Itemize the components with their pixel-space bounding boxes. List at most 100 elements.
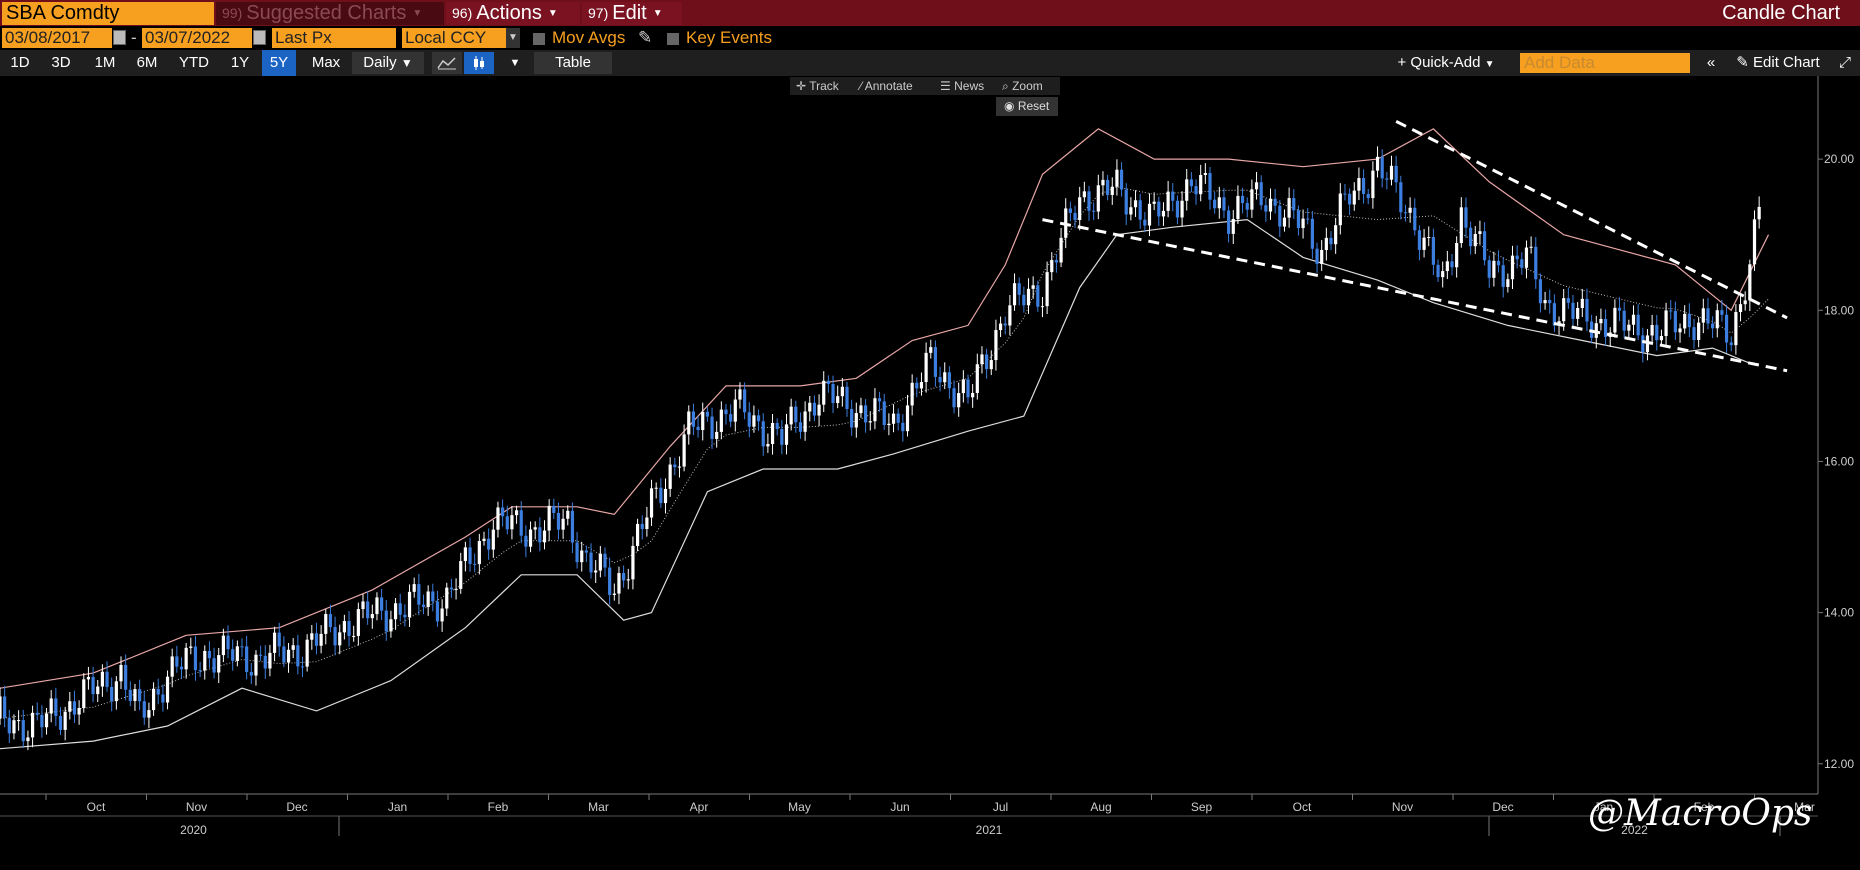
candle-body: [766, 444, 770, 447]
actions-button[interactable]: 96) Actions ▼: [446, 2, 580, 25]
reset-button[interactable]: ◉ Reset: [996, 97, 1058, 116]
candle-body: [435, 601, 440, 622]
candle-body: [1106, 179, 1110, 195]
month-label: Dec: [1492, 800, 1513, 814]
candle-body: [784, 424, 789, 445]
candle-body: [1348, 193, 1352, 205]
period-6m[interactable]: 6M: [136, 54, 158, 71]
candle-body: [882, 401, 886, 426]
candle-body: [63, 711, 67, 730]
calendar-icon[interactable]: [253, 30, 266, 45]
annotate-label: Annotate: [864, 79, 913, 93]
currency-select[interactable]: Local CCY: [402, 28, 506, 48]
candle-body: [910, 382, 914, 406]
edit-button[interactable]: 97) Edit ▼: [582, 2, 682, 25]
candle-body: [1296, 210, 1301, 229]
candle-body: [1752, 219, 1757, 265]
candle-body: [482, 538, 486, 541]
plus-icon: +: [1397, 54, 1407, 71]
candle-body: [845, 386, 849, 410]
zoom-tool[interactable]: ⌕ Zoom: [1002, 77, 1043, 95]
candle-body: [491, 529, 495, 550]
candle-body: [603, 553, 607, 568]
candle-body: [1082, 191, 1086, 198]
candle-body: [203, 650, 207, 671]
period-max[interactable]: Max: [311, 54, 341, 71]
candle-body: [989, 360, 993, 370]
annotate-tool[interactable]: ⁄ Annotate: [860, 77, 913, 95]
ticker-field[interactable]: SBA Comdty: [2, 2, 214, 25]
candle-chart-icon[interactable]: [464, 52, 494, 74]
candle-body: [1687, 313, 1691, 328]
period-3d[interactable]: 3D: [51, 54, 71, 71]
edit-chart-button[interactable]: ✎ Edit Chart: [1726, 52, 1830, 74]
candle-chart-plot[interactable]: 20.00 18.00 16.00 14.00 12.00 Oct Nov Dec Jan Feb…: [0, 76, 1860, 870]
candle-body: [1715, 310, 1719, 329]
candle-body: [338, 632, 342, 646]
chevron-down-icon[interactable]: ▼: [506, 28, 520, 48]
collapse-icon[interactable]: «: [1706, 54, 1716, 71]
candle-body: [1334, 225, 1338, 245]
period-5y[interactable]: 5Y: [262, 50, 296, 76]
start-date-input[interactable]: 03/08/2017: [2, 28, 112, 48]
candle-body: [1673, 310, 1677, 333]
candle-body: [1678, 328, 1682, 333]
month-label: Jan: [388, 800, 407, 814]
line-chart-icon[interactable]: [432, 52, 462, 74]
zoom-label: Zoom: [1012, 79, 1043, 93]
candle-body: [1357, 178, 1361, 191]
candle-body: [1282, 217, 1287, 227]
candle-body: [1697, 322, 1701, 340]
period-ytd[interactable]: YTD: [179, 54, 209, 71]
candle-body: [1278, 205, 1282, 227]
candle-body: [677, 466, 682, 468]
candle-body: [1240, 195, 1245, 204]
quick-add-button[interactable]: + Quick-Add ▼: [1386, 52, 1506, 74]
calendar-icon[interactable]: [113, 30, 126, 45]
chart-tools-panel: ✛ Track ⁄ Annotate ☰ News ⌕ Zoom: [790, 77, 1060, 95]
candle-body: [49, 698, 53, 714]
pencil-icon: ✎: [1736, 54, 1749, 71]
period-1d[interactable]: 1D: [10, 54, 30, 71]
candle-body: [165, 676, 170, 703]
candle-body: [1138, 200, 1142, 220]
news-tool[interactable]: ☰ News: [940, 77, 984, 95]
mov-avgs-checkbox[interactable]: [533, 33, 545, 45]
chevron-down-icon: ▼: [547, 8, 558, 19]
candle-body: [151, 688, 156, 711]
period-1y[interactable]: 1Y: [230, 54, 250, 71]
month-label: Feb: [1694, 800, 1715, 814]
candle-body: [528, 529, 533, 547]
period-1m[interactable]: 1M: [94, 54, 116, 71]
candle-body: [812, 402, 817, 416]
key-events-checkbox[interactable]: [667, 33, 679, 45]
candle-body: [356, 609, 360, 636]
candle-body: [1338, 193, 1342, 226]
candle-body: [1566, 298, 1570, 303]
chevron-down-icon[interactable]: ▼: [509, 57, 521, 69]
end-date-input[interactable]: 03/07/2022: [142, 28, 252, 48]
suggested-charts-button[interactable]: 99) Suggested Charts ▼: [216, 2, 444, 25]
candle-body: [1213, 199, 1217, 209]
price-field-select[interactable]: Last Px: [272, 28, 396, 48]
pencil-icon[interactable]: ✎: [638, 28, 653, 47]
candle-body: [887, 423, 891, 426]
frequency-select[interactable]: Daily ▼: [352, 52, 424, 74]
candle-body: [873, 398, 877, 422]
add-data-input[interactable]: Add Data: [1520, 53, 1690, 73]
table-button[interactable]: Table: [534, 52, 612, 74]
candle-body: [417, 584, 421, 605]
candle-body: [1012, 283, 1017, 306]
candle-body: [761, 421, 765, 447]
reset-icon: ◉: [1004, 99, 1015, 113]
candle-body: [1361, 178, 1366, 194]
expand-icon[interactable]: ⤢: [1838, 54, 1851, 71]
track-tool[interactable]: ✛ Track: [796, 77, 839, 95]
pencil-icon: ⁄: [860, 79, 863, 93]
candle-body: [1189, 179, 1193, 187]
candle-body: [44, 713, 49, 728]
candle-body: [673, 464, 677, 468]
candle-body: [1734, 312, 1738, 346]
candle-body: [361, 601, 365, 610]
candle-body: [1110, 186, 1114, 195]
